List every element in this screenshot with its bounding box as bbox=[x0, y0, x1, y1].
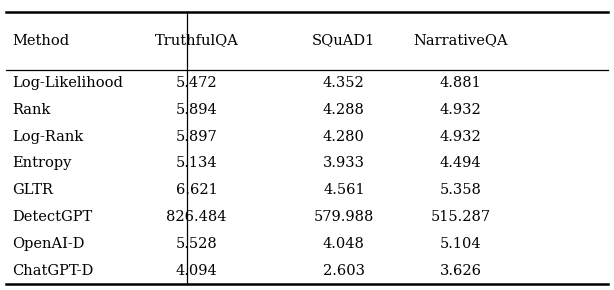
Text: 5.528: 5.528 bbox=[176, 237, 217, 251]
Text: 4.881: 4.881 bbox=[440, 76, 481, 90]
Text: 4.048: 4.048 bbox=[323, 237, 365, 251]
Text: 5.104: 5.104 bbox=[440, 237, 481, 251]
Text: 4.280: 4.280 bbox=[323, 130, 365, 144]
Text: 826.484: 826.484 bbox=[166, 210, 227, 224]
Text: 3.626: 3.626 bbox=[440, 264, 481, 278]
Text: 579.988: 579.988 bbox=[314, 210, 374, 224]
Text: 5.894: 5.894 bbox=[176, 103, 217, 117]
Text: 5.897: 5.897 bbox=[176, 130, 217, 144]
Text: NarrativeQA: NarrativeQA bbox=[413, 34, 508, 48]
Text: SQuAD1: SQuAD1 bbox=[312, 34, 376, 48]
Text: 4.932: 4.932 bbox=[440, 103, 481, 117]
Text: GLTR: GLTR bbox=[12, 183, 53, 197]
Text: Log-Rank: Log-Rank bbox=[12, 130, 84, 144]
Text: TruthfulQA: TruthfulQA bbox=[155, 34, 238, 48]
Text: 6.621: 6.621 bbox=[176, 183, 217, 197]
Text: 4.288: 4.288 bbox=[323, 103, 365, 117]
Text: 2.603: 2.603 bbox=[323, 264, 365, 278]
Text: Log-Likelihood: Log-Likelihood bbox=[12, 76, 123, 90]
Text: 4.561: 4.561 bbox=[323, 183, 365, 197]
Text: 4.352: 4.352 bbox=[323, 76, 365, 90]
Text: ChatGPT-D: ChatGPT-D bbox=[12, 264, 94, 278]
Text: OpenAI-D: OpenAI-D bbox=[12, 237, 85, 251]
Text: DetectGPT: DetectGPT bbox=[12, 210, 93, 224]
Text: 4.932: 4.932 bbox=[440, 130, 481, 144]
Text: Rank: Rank bbox=[12, 103, 50, 117]
Text: 5.472: 5.472 bbox=[176, 76, 217, 90]
Text: Method: Method bbox=[12, 34, 69, 48]
Text: 4.094: 4.094 bbox=[176, 264, 217, 278]
Text: 5.134: 5.134 bbox=[176, 157, 217, 171]
Text: 4.494: 4.494 bbox=[440, 157, 481, 171]
Text: 515.287: 515.287 bbox=[430, 210, 491, 224]
Text: Entropy: Entropy bbox=[12, 157, 72, 171]
Text: 5.358: 5.358 bbox=[440, 183, 481, 197]
Text: 3.933: 3.933 bbox=[323, 157, 365, 171]
